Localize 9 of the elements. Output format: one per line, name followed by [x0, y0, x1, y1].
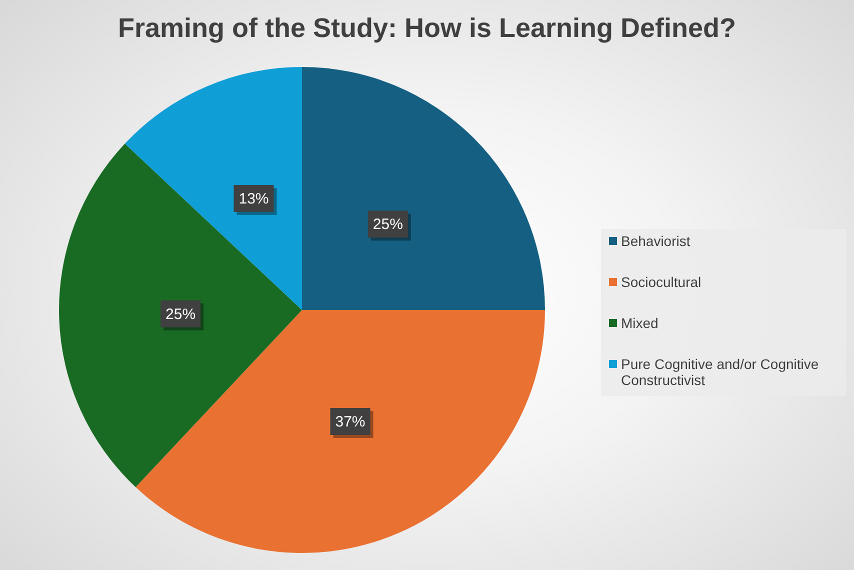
data-label: 37% — [335, 414, 366, 431]
legend-label: Mixed — [621, 315, 658, 331]
chart-title: Framing of the Study: How is Learning Defined? — [116, 13, 738, 44]
legend-label: Pure Cognitive and/or Cognitive Constructivist — [621, 356, 820, 388]
legend-label: Sociocultural — [621, 274, 702, 290]
data-label: 25% — [372, 216, 403, 234]
data-label: 13% — [238, 190, 269, 208]
legend-label: Behaviorist — [621, 233, 690, 249]
data-label: 25% — [166, 306, 196, 323]
